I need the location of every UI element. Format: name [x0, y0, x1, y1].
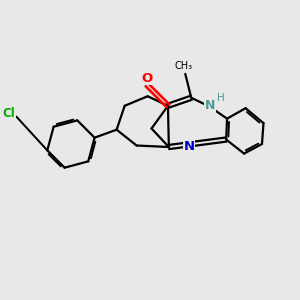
Text: O: O	[141, 72, 153, 85]
Text: H: H	[217, 93, 225, 103]
Text: Cl: Cl	[2, 107, 15, 120]
Text: CH₃: CH₃	[175, 61, 193, 71]
Text: N: N	[183, 140, 194, 153]
Text: N: N	[205, 99, 215, 112]
